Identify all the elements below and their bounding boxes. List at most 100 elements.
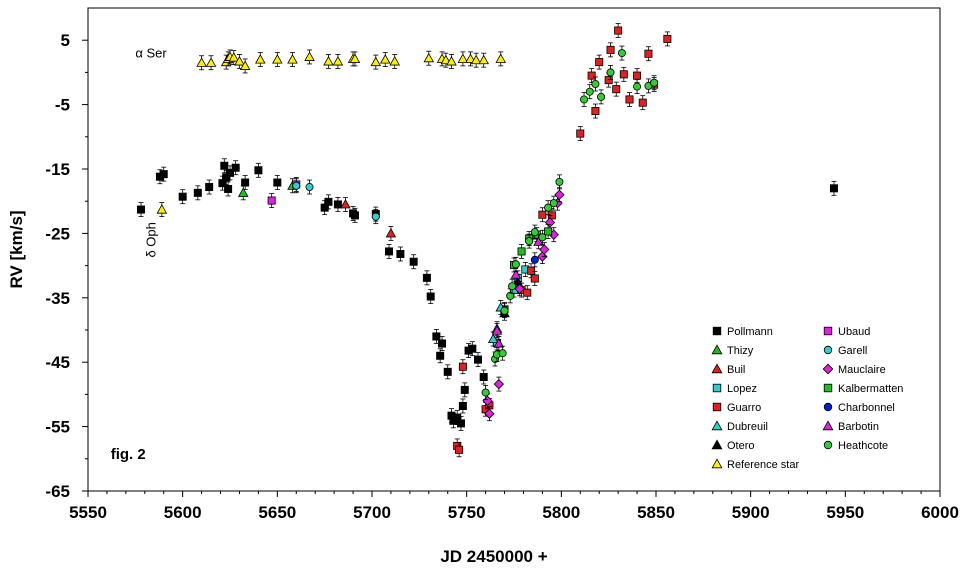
x-tick-label: 6000: [921, 503, 959, 522]
x-axis-title: JD 2450000 +: [440, 547, 547, 566]
data-point: [606, 68, 615, 77]
data-point: [455, 445, 464, 454]
legend-marker: [711, 420, 723, 431]
y-tick-label: -25: [45, 224, 70, 243]
series-pollmann: [137, 158, 838, 431]
data-point: [178, 192, 187, 201]
data-point: [650, 78, 659, 87]
data-point: [470, 54, 482, 65]
data-point: [491, 325, 503, 335]
y-tick-label: -15: [45, 160, 70, 179]
legend-label: Charbonnel: [838, 402, 895, 414]
data-point: [530, 255, 539, 264]
data-point: [619, 70, 628, 79]
annotation-delta-oph: δ Oph: [143, 222, 158, 257]
legend-label: Lopez: [727, 383, 757, 395]
legend-item: Ubaud: [823, 326, 870, 338]
x-tick-label: 5600: [164, 503, 202, 522]
data-point: [517, 247, 526, 256]
data-point: [530, 274, 539, 283]
legend-item: Lopez: [712, 383, 757, 395]
legend-marker: [712, 402, 722, 412]
data-point: [538, 233, 547, 242]
data-point: [323, 56, 334, 66]
legend-item: Kalbermatten: [823, 383, 903, 395]
data-point: [305, 183, 314, 192]
legend-item: Reference star: [711, 458, 799, 471]
legend-label: Ubaud: [838, 326, 870, 338]
x-tick-label: 5550: [69, 503, 107, 522]
data-point: [512, 276, 524, 286]
data-point: [508, 282, 517, 291]
legend-label: Heathcote: [838, 440, 888, 452]
legend-marker: [822, 420, 834, 431]
data-point: [587, 71, 596, 80]
data-point: [530, 228, 539, 237]
series-garell: [292, 178, 380, 225]
data-point: [458, 362, 467, 371]
data-point: [638, 98, 647, 107]
legend-label: Reference star: [727, 459, 799, 471]
data-point: [500, 306, 509, 315]
legend-label: Buil: [727, 364, 745, 376]
data-point: [423, 52, 435, 63]
x-tick-label: 5650: [258, 503, 296, 522]
data-point: [443, 367, 452, 376]
data-point: [633, 82, 642, 91]
data-point: [225, 168, 234, 177]
data-point: [446, 56, 457, 66]
data-point: [137, 205, 146, 214]
data-point: [510, 269, 522, 279]
y-tick-label: -35: [45, 289, 70, 308]
y-tick-label: -45: [45, 353, 70, 372]
data-point: [273, 178, 282, 187]
legend-marker: [823, 383, 833, 393]
y-tick-label: 5: [61, 31, 70, 50]
data-point: [644, 49, 653, 58]
data-point: [456, 419, 465, 428]
legend-label: Barbotin: [838, 421, 879, 433]
data-point: [156, 204, 168, 214]
data-point: [484, 408, 495, 419]
data-point: [436, 351, 445, 360]
legend-marker: [712, 383, 722, 393]
y-axis-title: RV [km/s]: [7, 210, 26, 288]
data-point: [422, 273, 431, 282]
legend-item: Guarro: [712, 402, 761, 414]
data-point: [612, 85, 621, 94]
legend-item: Dubreuil: [711, 420, 768, 433]
legend-item: Pollmann: [712, 326, 773, 338]
annotation-alpha-ser: α Ser: [135, 46, 167, 61]
data-point: [349, 53, 361, 63]
legend-marker: [711, 344, 723, 355]
data-point: [468, 344, 477, 353]
data-point: [239, 60, 251, 70]
legend-label: Thizy: [727, 345, 754, 357]
data-point: [604, 76, 613, 85]
data-point: [597, 92, 606, 101]
data-point: [606, 45, 615, 54]
data-point: [396, 250, 405, 259]
y-tick-label: -55: [45, 418, 70, 437]
legend-item: Thizy: [711, 344, 754, 357]
legend-marker: [823, 345, 833, 355]
legend-item: Otero: [711, 439, 755, 452]
data-point: [438, 339, 447, 348]
data-point: [193, 188, 202, 197]
data-point: [580, 95, 589, 104]
data-point: [389, 56, 401, 66]
plot-frame: [87, 7, 941, 492]
legend-item: Charbonnel: [823, 402, 895, 414]
data-point: [333, 200, 342, 209]
data-point: [554, 189, 565, 200]
figure-label: fig. 2: [111, 446, 146, 463]
data-point: [544, 227, 553, 236]
data-point: [479, 373, 488, 382]
x-tick-label: 5850: [637, 503, 675, 522]
data-point: [458, 401, 467, 410]
series-charbonnel: [530, 252, 539, 268]
y-tick-label: -5: [55, 96, 70, 115]
data-point: [159, 170, 168, 179]
legend-marker: [711, 363, 723, 374]
